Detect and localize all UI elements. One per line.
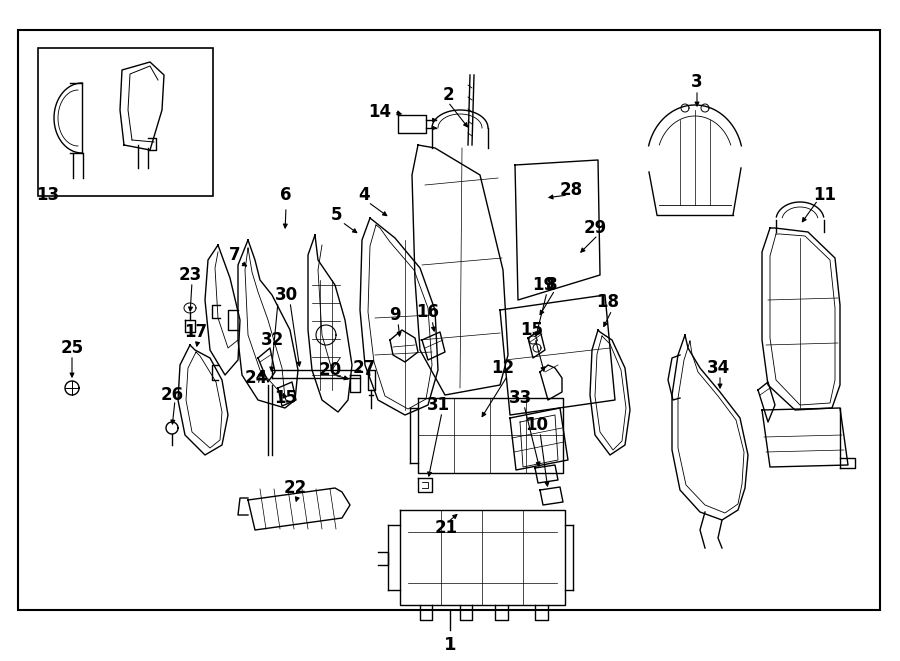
Text: 5: 5	[331, 206, 343, 224]
Text: 6: 6	[280, 186, 292, 204]
Text: 12: 12	[491, 359, 515, 377]
Text: 20: 20	[319, 361, 342, 379]
Text: 34: 34	[706, 359, 730, 377]
Text: 28: 28	[560, 181, 582, 199]
Text: 30: 30	[274, 286, 298, 304]
Text: 29: 29	[583, 219, 607, 237]
Text: 31: 31	[427, 396, 450, 414]
Text: 33: 33	[508, 389, 532, 407]
Text: 19: 19	[533, 276, 555, 294]
Text: 8: 8	[546, 276, 558, 294]
Bar	[38, 48, 213, 196]
Bar	[18, 30, 880, 610]
Text: 15: 15	[520, 321, 544, 339]
Text: 26: 26	[160, 386, 184, 404]
Text: 7: 7	[230, 246, 241, 264]
Text: 32: 32	[260, 331, 284, 349]
Text: 15: 15	[274, 389, 298, 407]
Text: 25: 25	[60, 339, 84, 357]
Text: 9: 9	[389, 306, 400, 324]
Text: 2: 2	[442, 86, 454, 104]
Text: 10: 10	[526, 416, 548, 434]
Text: 24: 24	[245, 369, 267, 387]
Text: 27: 27	[353, 359, 375, 377]
Text: 11: 11	[814, 186, 836, 204]
Text: 18: 18	[597, 293, 619, 311]
Text: 14: 14	[368, 103, 392, 121]
Text: 22: 22	[284, 479, 307, 497]
Text: 1: 1	[444, 636, 456, 654]
Text: 16: 16	[417, 303, 439, 321]
Text: 13: 13	[36, 186, 59, 204]
Text: 17: 17	[184, 323, 208, 341]
Text: 23: 23	[178, 266, 202, 284]
Text: 3: 3	[691, 73, 703, 91]
Text: 21: 21	[435, 519, 457, 537]
Text: 4: 4	[358, 186, 370, 204]
